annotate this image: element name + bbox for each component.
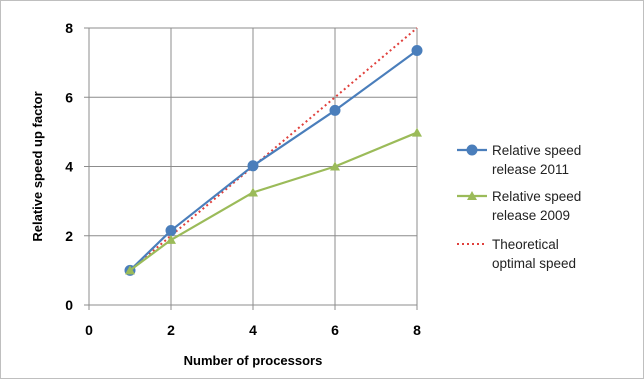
legend-item-2: Relative speed release 2009 [457,189,581,223]
legend-label: Theoretical [492,237,559,252]
axes [84,27,418,310]
data-point [248,187,258,197]
x-tick-label: 2 [167,322,175,338]
data-point [165,225,177,237]
x-tick-label: 4 [249,322,257,338]
legend-label: release 2009 [492,208,570,223]
data-point [330,161,340,171]
series-line [129,49,418,272]
y-tick-label: 8 [65,20,73,36]
legend-item-1: Relative speed release 2011 [457,143,581,177]
x-tick-label: 8 [413,322,421,338]
data-point [247,160,259,172]
tick-labels: 0 2 4 6 8 0 2 4 6 8 [65,20,421,338]
y-tick-label: 2 [65,228,73,244]
legend-label: Relative speed [492,189,581,204]
legend-label: release 2011 [492,162,569,177]
series-2 [125,127,422,275]
x-tick-label: 6 [331,322,339,338]
y-tick-label: 6 [65,89,73,105]
legend-label: optimal speed [492,256,576,271]
data-point [125,265,135,275]
x-axis-title: Number of processors [184,353,323,368]
legend-marker [466,144,478,156]
series-layer [124,27,423,276]
y-axis-title: Relative speed up factor [30,91,45,241]
data-point [329,104,341,116]
x-tick-label: 0 [85,322,93,338]
legend-label: Relative speed [492,143,581,158]
y-tick-label: 4 [65,159,73,175]
data-point [166,234,176,244]
data-point [411,45,423,57]
y-tick-label: 0 [65,297,73,313]
legend-marker [467,191,477,200]
data-point [412,127,422,137]
legend-item-3: Theoretical optimal speed [457,237,576,271]
